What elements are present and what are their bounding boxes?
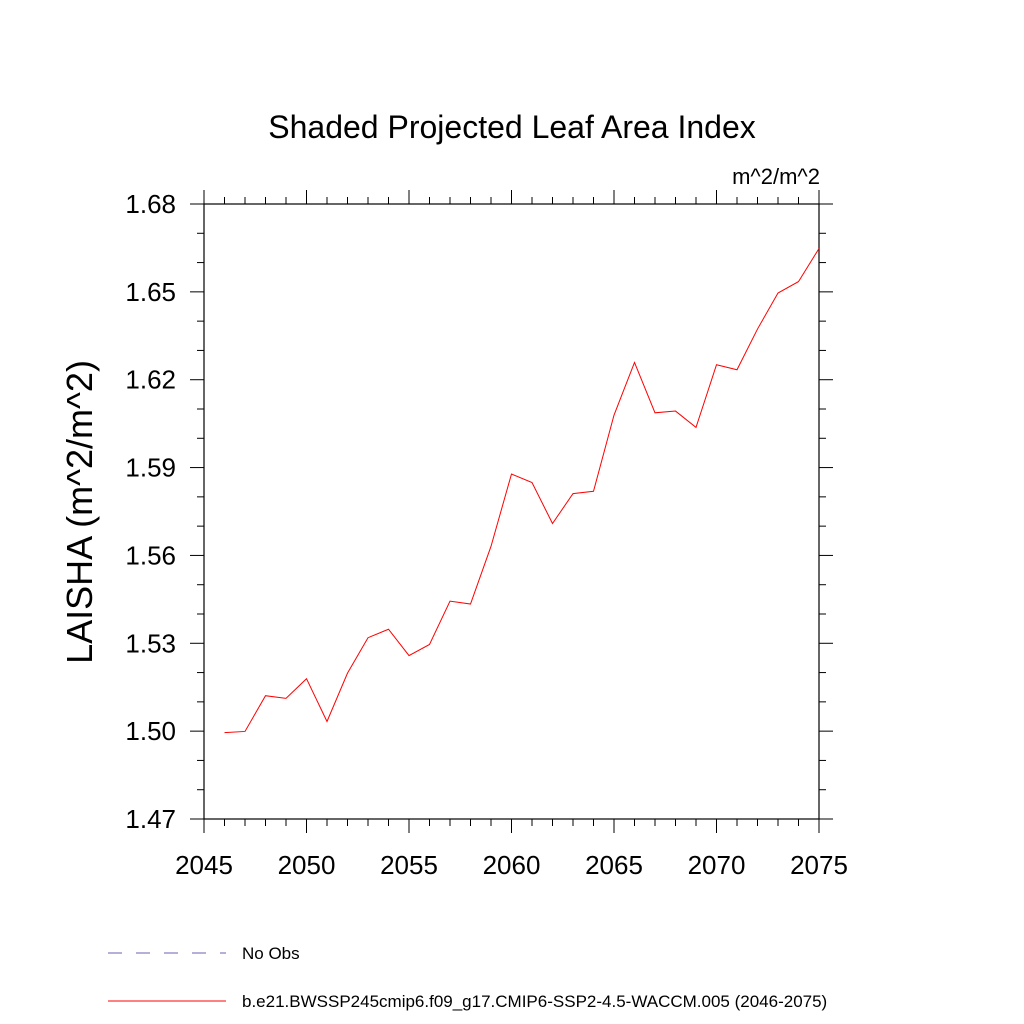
units-label: m^2/m^2 <box>732 164 820 189</box>
y-tick-label: 1.53 <box>125 628 176 658</box>
axis-ticks <box>190 190 833 833</box>
legend-label-1: b.e21.BWSSP245cmip6.f09_g17.CMIP6-SSP2-4… <box>242 992 827 1011</box>
x-tick-label: 2065 <box>585 850 643 880</box>
y-tick-label: 1.59 <box>125 453 176 483</box>
x-tick-label: 2075 <box>790 850 848 880</box>
y-tick-label: 1.68 <box>125 189 176 219</box>
x-tick-label: 2070 <box>688 850 746 880</box>
x-tick-label: 2060 <box>483 850 541 880</box>
plot-frame <box>203 203 820 820</box>
series-group <box>224 248 820 734</box>
x-tick-label: 2055 <box>380 850 438 880</box>
y-tick-label: 1.62 <box>125 365 176 395</box>
x-tick-label: 2050 <box>278 850 336 880</box>
y-axis-label: LAISHA (m^2/m^2) <box>59 360 100 664</box>
x-tick-label: 2045 <box>175 850 233 880</box>
legend: No Obs b.e21.BWSSP245cmip6.f09_g17.CMIP6-… <box>108 944 827 1011</box>
tick-labels: 2045 2050 2055 2060 2065 2070 2075 1.47 1.50 1.53… <box>125 189 848 880</box>
legend-label-0: No Obs <box>242 944 300 963</box>
chart-title: Shaded Projected Leaf Area Index <box>268 109 755 145</box>
y-tick-label: 1.50 <box>125 716 176 746</box>
series-line-1 <box>224 248 820 734</box>
y-tick-label: 1.47 <box>125 804 176 834</box>
y-tick-label: 1.56 <box>125 540 176 570</box>
y-tick-label: 1.65 <box>125 277 176 307</box>
